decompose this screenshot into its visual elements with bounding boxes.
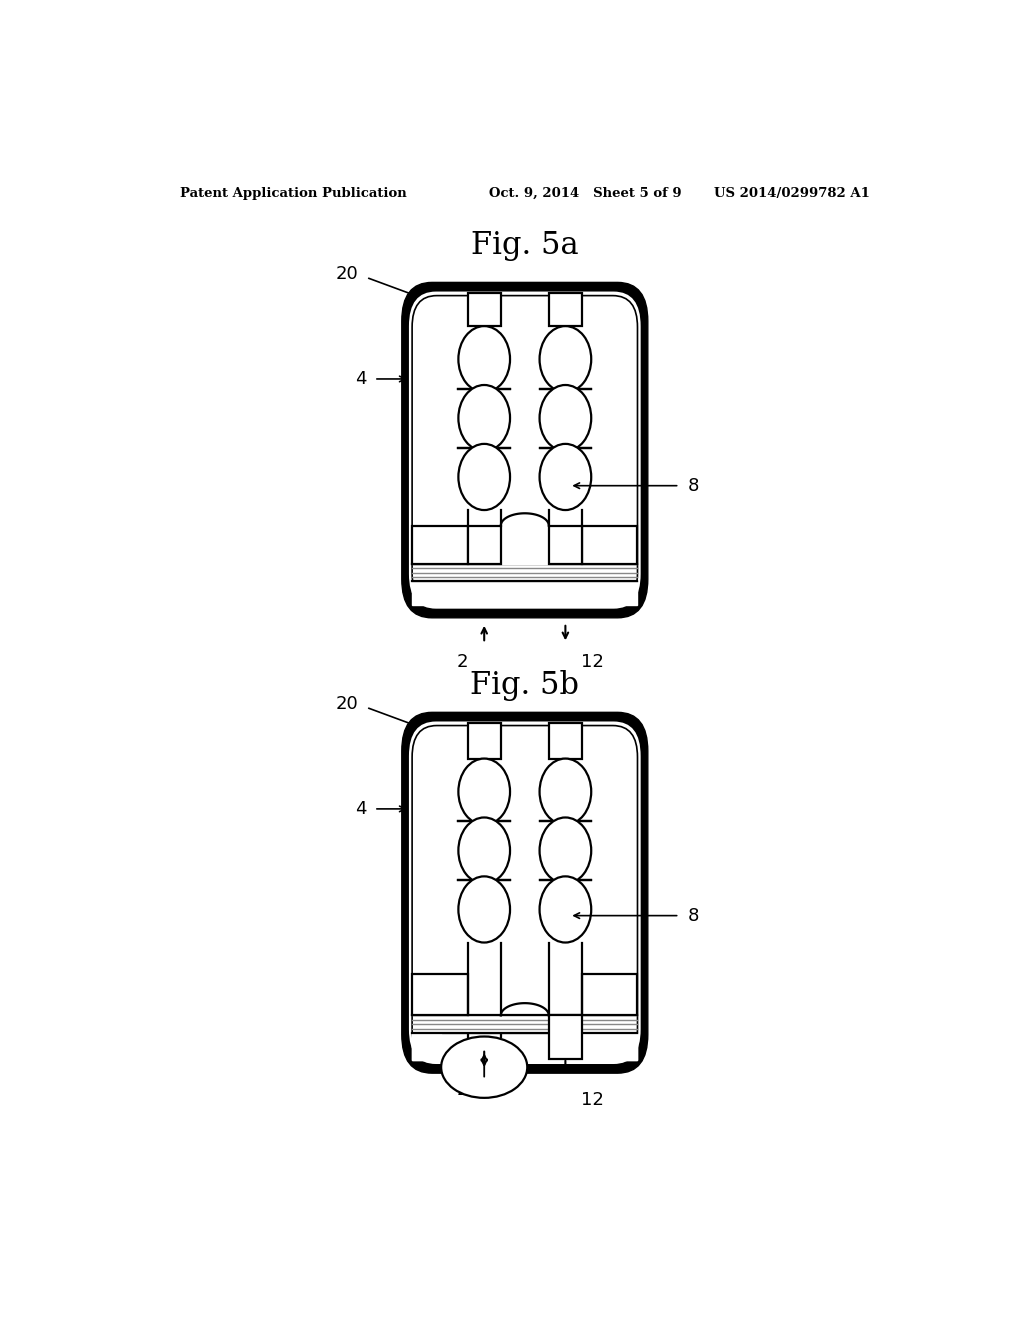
Bar [582, 525, 638, 564]
Text: 12: 12 [582, 1092, 604, 1109]
PathPatch shape [401, 713, 648, 1073]
Text: 8: 8 [687, 477, 698, 495]
Text: 4: 4 [354, 800, 367, 818]
Circle shape [459, 817, 510, 883]
Text: Fig. 5a: Fig. 5a [471, 230, 579, 260]
Bar [549, 510, 582, 525]
Bar [412, 1034, 638, 1060]
Bar [549, 525, 582, 564]
PathPatch shape [409, 292, 641, 609]
Bar [468, 293, 501, 326]
Circle shape [540, 385, 591, 451]
Circle shape [459, 876, 510, 942]
Circle shape [459, 444, 510, 510]
Bar [412, 525, 468, 564]
Bar [549, 293, 582, 326]
Bar [549, 942, 582, 1015]
Bar [412, 581, 638, 605]
Bar [412, 1034, 441, 1060]
Bar [468, 942, 501, 1015]
Bar [549, 1015, 582, 1059]
Circle shape [540, 326, 591, 392]
Ellipse shape [441, 1036, 527, 1098]
Bar [582, 1034, 638, 1060]
Circle shape [459, 759, 510, 825]
Text: 4: 4 [354, 370, 367, 388]
Text: 8: 8 [687, 907, 698, 924]
Circle shape [459, 385, 510, 451]
Text: Patent Application Publication: Patent Application Publication [179, 187, 407, 199]
Text: 12: 12 [582, 653, 604, 672]
Text: Oct. 9, 2014   Sheet 5 of 9: Oct. 9, 2014 Sheet 5 of 9 [489, 187, 682, 199]
Text: 20: 20 [336, 265, 358, 284]
Text: 2: 2 [457, 653, 468, 672]
Bar [501, 525, 549, 564]
Bar [412, 974, 468, 1015]
Bar [468, 510, 501, 525]
Circle shape [540, 444, 591, 510]
Circle shape [459, 326, 510, 392]
Bar [468, 525, 501, 564]
Bar [501, 974, 549, 1015]
Bar [582, 974, 638, 1015]
Bar [468, 722, 501, 759]
Circle shape [540, 876, 591, 942]
Text: US 2014/0299782 A1: US 2014/0299782 A1 [714, 187, 870, 199]
Circle shape [540, 817, 591, 883]
Text: 20: 20 [336, 696, 358, 713]
Text: Fig. 5b: Fig. 5b [470, 669, 580, 701]
Text: 2: 2 [457, 1081, 468, 1100]
PathPatch shape [401, 282, 648, 618]
Circle shape [540, 759, 591, 825]
Bar [549, 722, 582, 759]
PathPatch shape [409, 722, 641, 1064]
